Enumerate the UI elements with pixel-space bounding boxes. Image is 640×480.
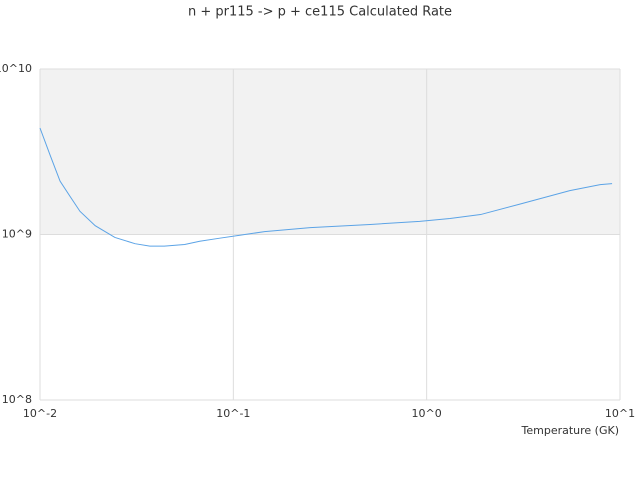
y-tick-label: 10^9 — [2, 228, 32, 241]
y-tick-label: 10^8 — [2, 393, 32, 406]
x-tick-label: 10^-2 — [23, 407, 57, 420]
y-tick-label: 10^10 — [0, 62, 32, 75]
x-axis-label: Temperature (GK) — [521, 424, 620, 437]
x-tick-label: 10^0 — [412, 407, 442, 420]
x-tick-label: 10^1 — [605, 407, 635, 420]
chart-title: n + pr115 -> p + ce115 Calculated Rate — [188, 5, 452, 20]
line — [39, 127, 613, 247]
x-tick-label: 10^-1 — [216, 407, 250, 420]
band — [40, 69, 620, 235]
